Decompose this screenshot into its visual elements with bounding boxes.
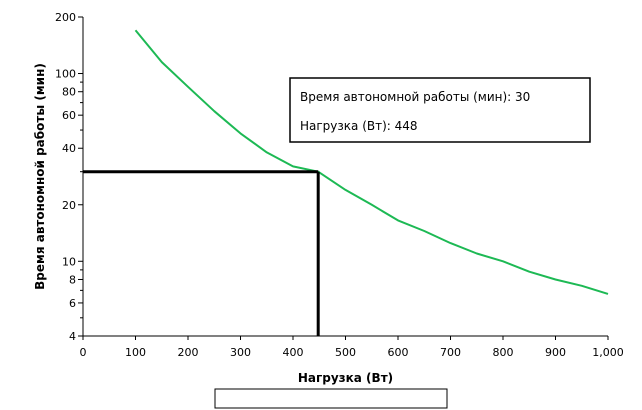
info-box-frame — [289, 77, 591, 143]
y-tick-label: 200 — [55, 11, 76, 24]
x-tick-label: 100 — [125, 346, 146, 359]
y-tick-label: 20 — [62, 199, 76, 212]
empty-text-box[interactable] — [214, 388, 448, 409]
y-tick-label: 8 — [69, 273, 76, 286]
y-tick-label: 6 — [69, 297, 76, 310]
x-axis: 0 100 200 300 400 500 600 700 800 900 1,000 — [80, 336, 624, 359]
y-axis: 4 6 8 10 20 40 60 80 100 200 — [55, 11, 83, 343]
x-tick-label: 600 — [388, 346, 409, 359]
x-tick-label: 900 — [545, 346, 566, 359]
y-tick-label: 80 — [62, 86, 76, 99]
y-tick-label: 60 — [62, 109, 76, 122]
y-tick-label: 10 — [62, 255, 76, 268]
y-tick-label: 100 — [55, 68, 76, 81]
x-tick-label: 400 — [283, 346, 304, 359]
x-tick-label: 500 — [335, 346, 356, 359]
x-axis-title: Нагрузка (Вт) — [298, 371, 393, 385]
info-load-text: Нагрузка (Вт): 448 — [300, 119, 418, 133]
info-runtime-text: Время автономной работы (мин): 30 — [300, 90, 530, 104]
plot-area — [82, 17, 608, 337]
x-tick-label: 300 — [230, 346, 251, 359]
x-tick-label: 1,000 — [592, 346, 624, 359]
marker-layer — [83, 170, 320, 336]
y-axis-title: Время автономной работы (мин) — [33, 63, 47, 290]
y-tick-label: 4 — [69, 330, 76, 343]
x-tick-label: 800 — [493, 346, 514, 359]
series-line — [134, 29, 609, 295]
y-tick-label: 40 — [62, 142, 76, 155]
empty-text-box-frame — [214, 388, 448, 409]
x-tick-label: 0 — [80, 346, 87, 359]
info-box: Время автономной работы (мин): 30 Нагруз… — [289, 77, 591, 143]
series-layer — [134, 29, 609, 295]
x-tick-label: 200 — [178, 346, 199, 359]
x-tick-label: 700 — [440, 346, 461, 359]
